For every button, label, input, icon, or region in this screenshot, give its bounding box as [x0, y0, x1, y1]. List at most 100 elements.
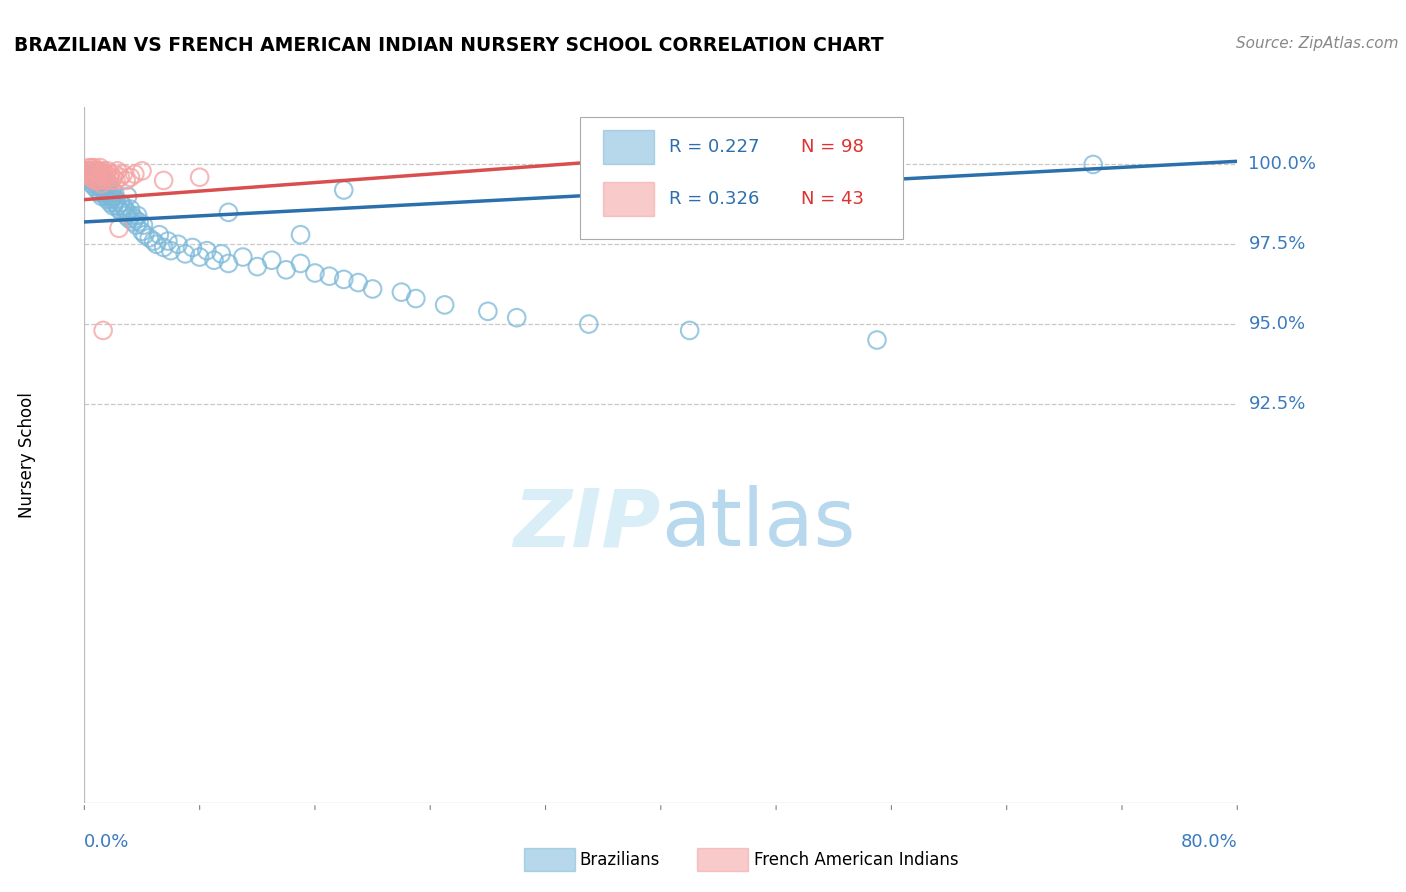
Point: [89, 177, 111, 191]
Point: [94, 167, 117, 181]
Point: [131, 225, 153, 239]
Point: [290, 256, 312, 270]
Point: [97, 170, 120, 185]
Point: [94, 179, 117, 194]
Point: [90, 179, 112, 194]
Point: [84, 164, 107, 178]
Point: [103, 170, 124, 185]
Point: [121, 209, 143, 223]
Text: ZIP: ZIP: [513, 485, 661, 564]
Text: N = 43: N = 43: [801, 190, 865, 208]
Point: [87, 179, 110, 194]
Point: [84, 170, 107, 185]
Point: [110, 195, 132, 210]
Point: [117, 205, 139, 219]
Point: [91, 323, 114, 337]
Point: [152, 173, 174, 187]
Point: [260, 253, 283, 268]
Point: [80, 167, 103, 181]
Point: [276, 262, 298, 277]
Text: Brazilians: Brazilians: [579, 851, 659, 869]
Point: [87, 170, 110, 185]
Point: [134, 227, 156, 242]
Point: [124, 167, 146, 181]
Point: [304, 266, 326, 280]
Point: [84, 177, 107, 191]
FancyBboxPatch shape: [603, 130, 654, 164]
Point: [104, 186, 127, 201]
Point: [79, 167, 101, 181]
Point: [83, 161, 105, 175]
Point: [1083, 157, 1105, 171]
Point: [866, 333, 889, 347]
Point: [115, 173, 138, 187]
Text: 97.5%: 97.5%: [1249, 235, 1306, 253]
Point: [128, 215, 150, 229]
Point: [80, 161, 103, 175]
Point: [127, 209, 149, 223]
Point: [477, 304, 499, 318]
Point: [96, 164, 118, 178]
Point: [433, 298, 456, 312]
Point: [142, 234, 165, 248]
Point: [105, 173, 128, 187]
Point: [103, 189, 124, 203]
Point: [318, 269, 340, 284]
Point: [91, 164, 114, 178]
Point: [105, 193, 128, 207]
Point: [679, 323, 702, 337]
Point: [131, 164, 153, 178]
Point: [246, 260, 269, 274]
Point: [125, 218, 148, 232]
Point: [104, 195, 127, 210]
Point: [76, 164, 98, 178]
Point: [90, 167, 112, 181]
Point: [114, 202, 136, 216]
Point: [91, 173, 114, 187]
Point: [96, 193, 118, 207]
Point: [181, 240, 204, 254]
Point: [108, 221, 131, 235]
Point: [112, 167, 135, 181]
Point: [89, 186, 111, 201]
Point: [97, 177, 120, 191]
Point: [89, 173, 111, 187]
Point: [96, 183, 118, 197]
Point: [112, 199, 135, 213]
Point: [77, 167, 100, 181]
Point: [218, 205, 240, 219]
Text: 100.0%: 100.0%: [1249, 155, 1316, 173]
Point: [405, 292, 427, 306]
Point: [333, 272, 356, 286]
Point: [107, 164, 129, 178]
Text: 80.0%: 80.0%: [1181, 833, 1237, 851]
Point: [391, 285, 413, 300]
Point: [87, 170, 110, 185]
Point: [100, 193, 122, 207]
Point: [290, 227, 312, 242]
Point: [120, 170, 142, 185]
Point: [90, 189, 112, 203]
FancyBboxPatch shape: [581, 118, 903, 239]
Point: [160, 244, 183, 258]
Text: Source: ZipAtlas.com: Source: ZipAtlas.com: [1236, 36, 1399, 51]
Point: [108, 202, 131, 216]
Point: [578, 317, 600, 331]
Point: [145, 237, 167, 252]
Point: [83, 170, 105, 185]
Point: [98, 167, 121, 181]
Point: [77, 161, 100, 175]
Point: [152, 240, 174, 254]
Point: [82, 167, 104, 181]
Point: [122, 215, 145, 229]
Point: [98, 189, 121, 203]
Point: [103, 199, 124, 213]
Point: [333, 183, 356, 197]
Point: [94, 173, 117, 187]
Point: [80, 164, 103, 178]
Point: [148, 227, 170, 242]
Point: [94, 189, 117, 203]
Point: [87, 164, 110, 178]
Point: [124, 211, 146, 226]
Text: BRAZILIAN VS FRENCH AMERICAN INDIAN NURSERY SCHOOL CORRELATION CHART: BRAZILIAN VS FRENCH AMERICAN INDIAN NURS…: [14, 36, 884, 54]
